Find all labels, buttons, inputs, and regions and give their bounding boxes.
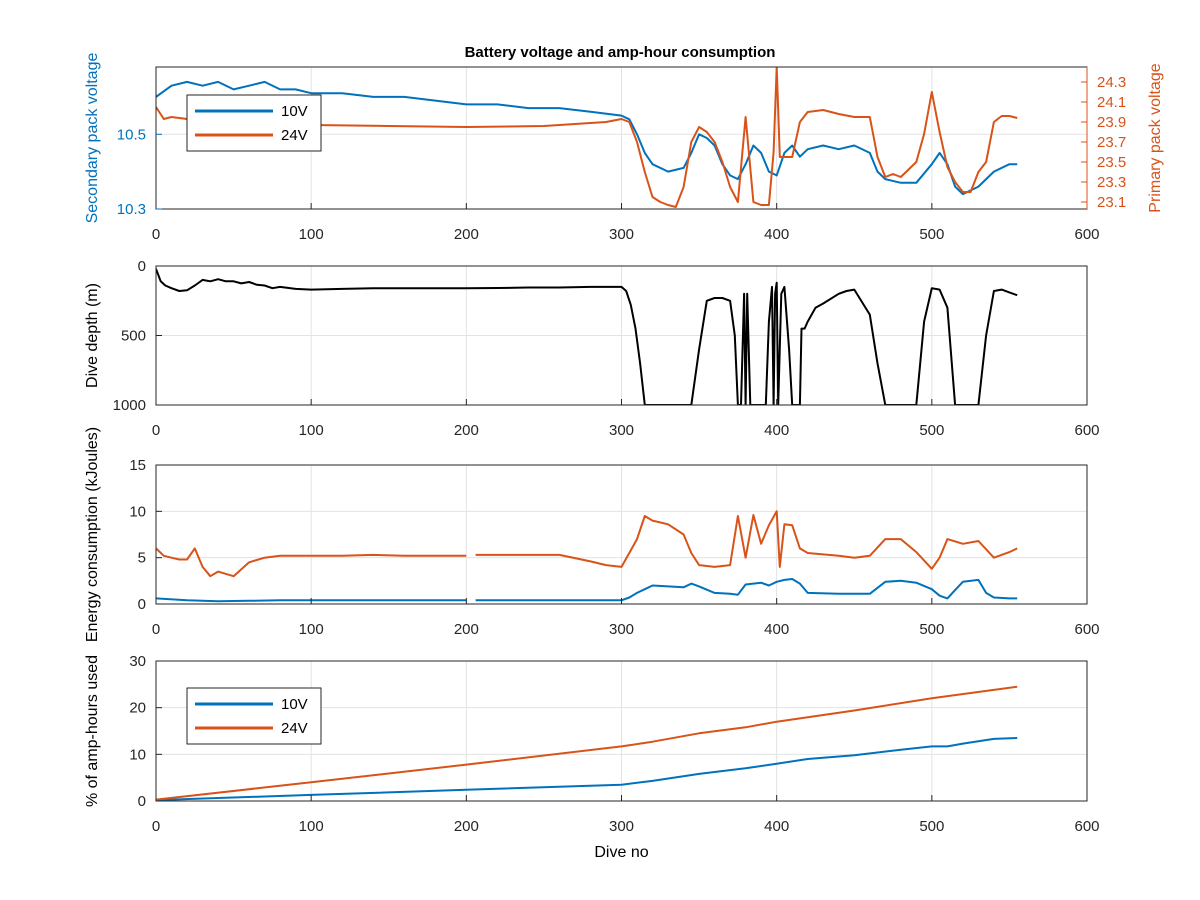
y-tick-label: 30 (129, 653, 146, 670)
y-tick-label: 10.5 (117, 126, 146, 143)
x-tick-label: 400 (764, 621, 789, 638)
x-tick-label: 500 (919, 621, 944, 638)
y-tick-label: 15 (129, 457, 146, 474)
y-tick-label: 10 (129, 746, 146, 763)
x-tick-label: 600 (1074, 621, 1099, 638)
x-tick-label: 500 (919, 226, 944, 243)
y2-tick-label: 23.9 (1097, 114, 1126, 131)
x-tick-label: 600 (1074, 226, 1099, 243)
series-line-24v (156, 510, 1018, 578)
series-line-10v (156, 737, 1018, 801)
x-tick-label: 300 (609, 422, 634, 439)
series-line-10v (156, 578, 1018, 603)
x-tick-label: 400 (764, 226, 789, 243)
y2-tick-label: 24.1 (1097, 94, 1126, 111)
series-line-24v (156, 685, 1018, 801)
x-tick-label: 100 (299, 818, 324, 835)
y-tick-label: 10.3 (117, 201, 146, 218)
axes-2: 0 100 200 300 400 500 600 0 500 1000 Dive depth (m… (84, 258, 1100, 439)
figure-title: Battery voltage and amp-hour consumption (465, 44, 776, 61)
x-tick-label: 300 (609, 226, 634, 243)
legend-box (186, 94, 322, 152)
x-tick-label: 100 (299, 422, 324, 439)
y-axis-label: % of amp-hours used (84, 655, 101, 807)
legend-label-24v: 24V (281, 720, 308, 737)
series-line-depth (156, 268, 1018, 405)
series-line-10v (156, 80, 1018, 196)
x-tick-label: 600 (1074, 422, 1099, 439)
y-tick-label: 5 (138, 550, 146, 567)
x-tick-label: 100 (299, 621, 324, 638)
y2-tick-label: 23.5 (1097, 154, 1126, 171)
x-tick-label: 400 (764, 422, 789, 439)
x-tick-label: 100 (299, 226, 324, 243)
y2-tick-label: 24.3 (1097, 74, 1126, 91)
y-tick-label: 500 (121, 328, 146, 345)
x-tick-label: 300 (609, 621, 634, 638)
legend-box (186, 687, 322, 745)
axes-3: 0 100 200 300 400 500 600 0 5 10 15 Energy consumpt… (84, 427, 1100, 642)
y-tick-label: 20 (129, 700, 146, 717)
x-tick-label: 200 (454, 226, 479, 243)
legend-label-24v: 24V (281, 127, 308, 144)
x-tick-label: 200 (454, 818, 479, 835)
x-tick-label: 500 (919, 818, 944, 835)
x-tick-label: 0 (152, 422, 160, 439)
y-axis-label: Dive depth (m) (84, 283, 101, 388)
y-tick-label: 0 (138, 258, 146, 275)
x-tick-label: 300 (609, 818, 634, 835)
x-tick-label: 200 (454, 621, 479, 638)
y2-tick-label: 23.3 (1097, 174, 1126, 191)
y2-axis-label: Primary pack voltage (1147, 63, 1164, 212)
x-tick-label: 600 (1074, 818, 1099, 835)
x-tick-label: 0 (152, 226, 160, 243)
x-tick-label: 0 (152, 621, 160, 638)
y-axis-label: Secondary pack voltage (84, 53, 101, 224)
x-axis-label: Dive no (594, 844, 648, 861)
y-tick-label: 1000 (113, 397, 146, 414)
y2-tick-label: 23.7 (1097, 134, 1126, 151)
y-axis-label: Energy consumption (kJoules) (84, 427, 101, 642)
x-tick-label: 200 (454, 422, 479, 439)
y-tick-label: 0 (138, 793, 146, 810)
y2-tick-label: 23.1 (1097, 194, 1126, 211)
x-tick-label: 400 (764, 818, 789, 835)
series-line-24v (156, 67, 1018, 208)
axes-4: 0 100 200 300 400 500 600 0 10 20 30 % of amp-hours… (84, 653, 1100, 861)
axes-1: 0 100 200 300 400 500 600 10.3 10.5 23.1 23.3 23.5 2… (84, 53, 1164, 243)
y-tick-label: 10 (129, 503, 146, 520)
x-tick-label: 0 (152, 818, 160, 835)
y-tick-label: 0 (138, 596, 146, 613)
x-tick-label: 500 (919, 422, 944, 439)
legend-label-10v: 10V (281, 696, 308, 713)
legend-label-10v: 10V (281, 103, 308, 120)
